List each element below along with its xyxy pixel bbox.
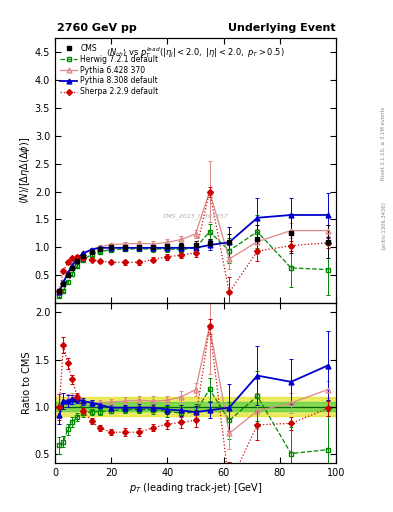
Bar — [55, 397, 336, 416]
Text: CMS_2015_I1395357: CMS_2015_I1395357 — [163, 213, 228, 219]
Y-axis label: $\langle N \rangle/[\Delta\eta\Delta(\Delta\phi)]$: $\langle N \rangle/[\Delta\eta\Delta(\De… — [18, 137, 32, 204]
Legend: CMS, Herwig 7.2.1 default, Pythia 6.428 370, Pythia 8.308 default, Sherpa 2.2.9 : CMS, Herwig 7.2.1 default, Pythia 6.428 … — [59, 42, 160, 98]
Text: 2760 GeV pp: 2760 GeV pp — [57, 23, 137, 33]
Text: $\langle N_{ch}\rangle$ vs $p_T^{lead}(|\eta_j|<2.0,\ |\eta|<2.0,\ p_T>0.5)$: $\langle N_{ch}\rangle$ vs $p_T^{lead}(|… — [106, 45, 285, 59]
Bar — [55, 402, 336, 412]
Text: [arXiv:1306.3436]: [arXiv:1306.3436] — [381, 201, 386, 249]
Text: Underlying Event: Underlying Event — [228, 23, 336, 33]
Text: Rivet 3.1.10, ≥ 3.1M events: Rivet 3.1.10, ≥ 3.1M events — [381, 106, 386, 180]
X-axis label: $p_T$ (leading track-jet) [GeV]: $p_T$ (leading track-jet) [GeV] — [129, 481, 262, 495]
Y-axis label: Ratio to CMS: Ratio to CMS — [22, 352, 32, 414]
